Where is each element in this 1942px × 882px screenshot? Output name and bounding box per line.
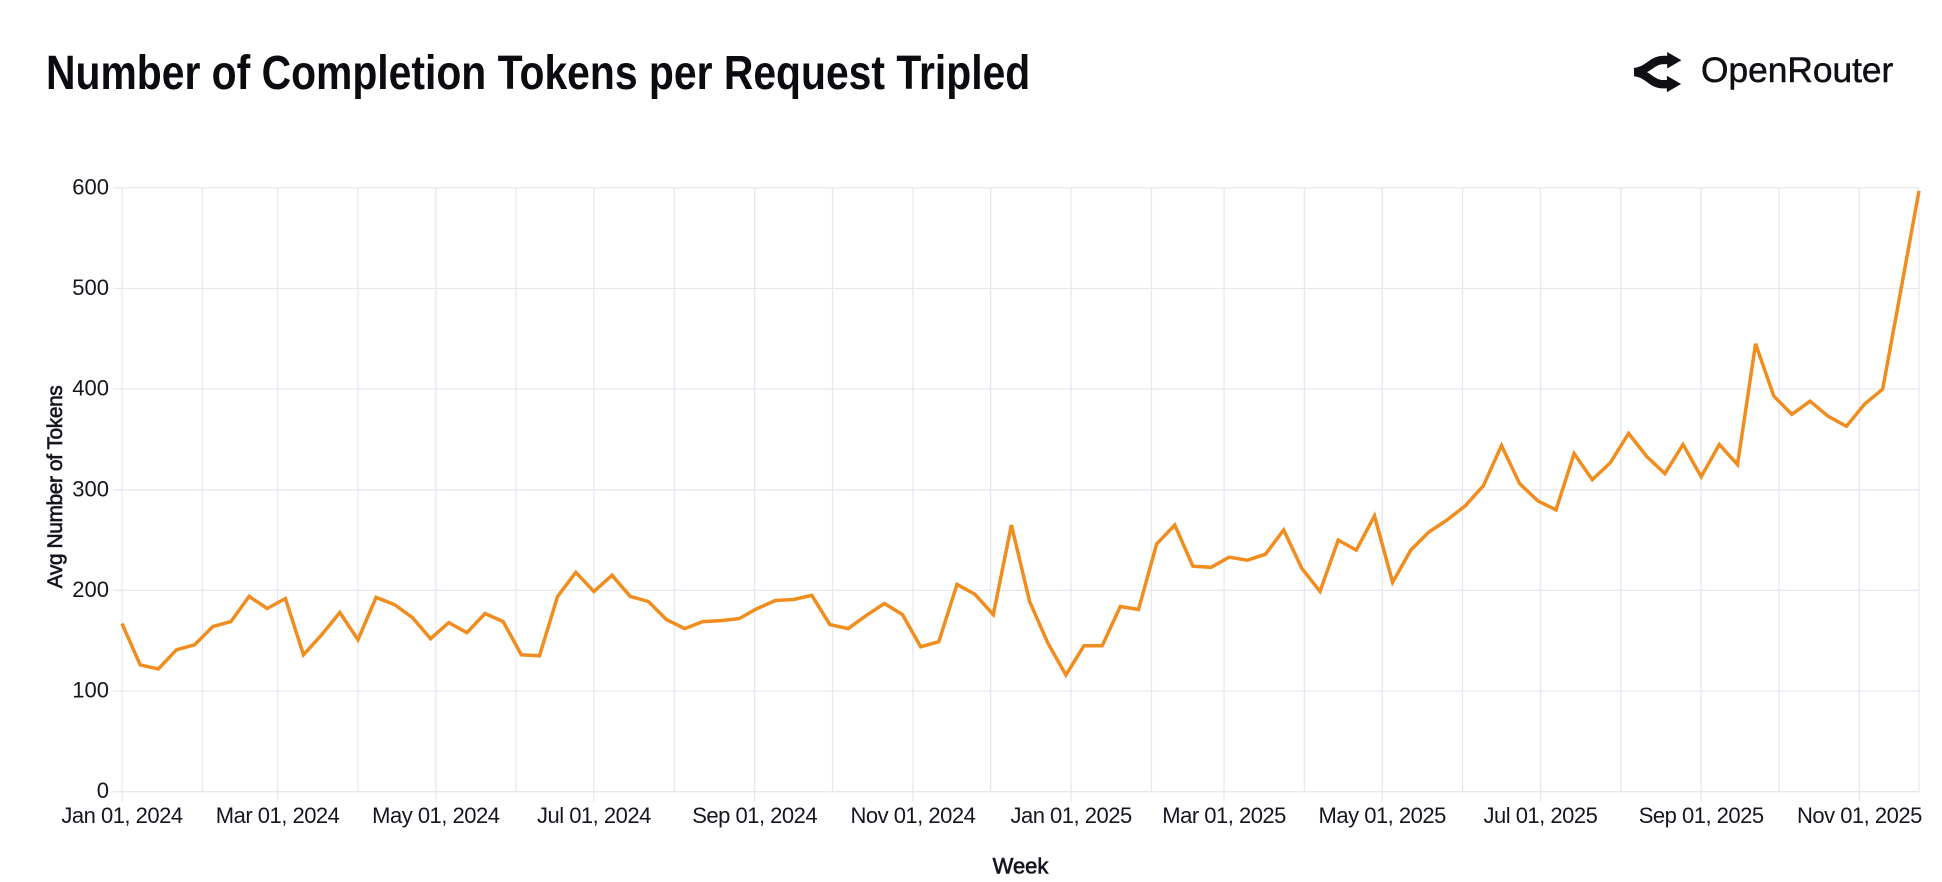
- svg-text:May 01, 2024: May 01, 2024: [372, 803, 500, 828]
- svg-text:Nov 01, 2024: Nov 01, 2024: [850, 803, 975, 828]
- svg-text:500: 500: [72, 275, 109, 300]
- svg-text:Week: Week: [993, 854, 1050, 879]
- svg-text:0: 0: [97, 778, 109, 803]
- svg-text:Jul 01, 2024: Jul 01, 2024: [537, 803, 651, 828]
- svg-text:300: 300: [72, 476, 109, 501]
- svg-text:May 01, 2025: May 01, 2025: [1319, 803, 1447, 828]
- svg-text:Mar 01, 2024: Mar 01, 2024: [216, 803, 340, 828]
- svg-text:400: 400: [72, 376, 109, 401]
- svg-text:Sep 01, 2024: Sep 01, 2024: [692, 803, 817, 828]
- svg-text:600: 600: [72, 174, 109, 199]
- svg-text:Nov 01, 2025: Nov 01, 2025: [1797, 803, 1922, 828]
- svg-text:Jan 01, 2025: Jan 01, 2025: [1010, 803, 1131, 828]
- svg-text:Jan 01, 2024: Jan 01, 2024: [61, 803, 182, 828]
- svg-text:Jul 01, 2025: Jul 01, 2025: [1483, 803, 1597, 828]
- svg-text:Avg Number of Tokens: Avg Number of Tokens: [44, 386, 67, 589]
- svg-text:100: 100: [72, 678, 109, 703]
- svg-text:200: 200: [72, 577, 109, 602]
- svg-text:Sep 01, 2025: Sep 01, 2025: [1639, 803, 1764, 828]
- svg-text:Mar 01, 2025: Mar 01, 2025: [1162, 803, 1286, 828]
